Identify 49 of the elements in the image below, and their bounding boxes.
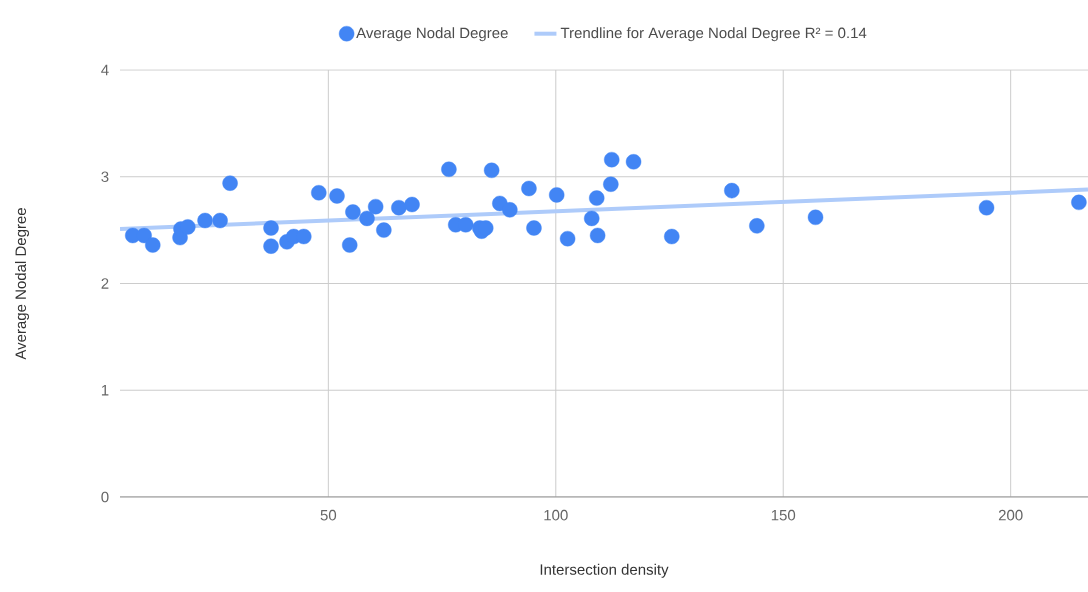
point xyxy=(589,190,605,206)
point xyxy=(263,238,279,254)
y-tick-label: 0 xyxy=(101,491,109,503)
point xyxy=(311,185,327,201)
point xyxy=(212,212,228,229)
point xyxy=(359,210,375,227)
point xyxy=(625,154,642,170)
x-tick-label: 50 xyxy=(320,509,337,521)
point xyxy=(145,237,161,253)
legend-label: Trendline for Average Nodal Degree R² = 0.14 xyxy=(560,27,867,42)
point xyxy=(604,151,620,168)
y-tick-label: 4 xyxy=(101,64,109,76)
x-tick-label: 200 xyxy=(998,509,1023,521)
point xyxy=(502,202,518,218)
point xyxy=(483,162,500,179)
point xyxy=(180,219,196,235)
point xyxy=(391,200,407,216)
y-tick-label: 3 xyxy=(101,171,109,183)
point xyxy=(664,228,680,245)
point xyxy=(329,188,345,204)
point xyxy=(404,196,420,213)
x-tick-label: 100 xyxy=(544,509,568,521)
point xyxy=(342,237,358,253)
point xyxy=(263,220,279,236)
legend-label: Average Nodal Degree xyxy=(356,27,508,42)
point xyxy=(807,209,824,226)
point xyxy=(296,228,312,245)
point xyxy=(367,198,384,215)
point xyxy=(521,180,537,197)
point xyxy=(376,222,392,238)
point xyxy=(584,210,600,227)
x-tick-label: 150 xyxy=(771,509,796,521)
point xyxy=(222,175,238,191)
point xyxy=(589,227,606,244)
y-tick-label: 2 xyxy=(101,278,109,289)
point xyxy=(978,200,995,216)
point xyxy=(559,230,576,247)
x-axis-title: Intersection density xyxy=(540,563,669,578)
point xyxy=(197,212,213,229)
point xyxy=(526,220,542,236)
point xyxy=(548,187,565,203)
y-tick-label: 1 xyxy=(101,385,109,396)
point xyxy=(603,176,619,192)
point xyxy=(749,218,765,234)
point xyxy=(345,204,361,220)
y-axis-title: Average Nodal Degree xyxy=(15,208,29,360)
point xyxy=(458,217,474,233)
point xyxy=(441,161,457,177)
point xyxy=(724,182,740,199)
